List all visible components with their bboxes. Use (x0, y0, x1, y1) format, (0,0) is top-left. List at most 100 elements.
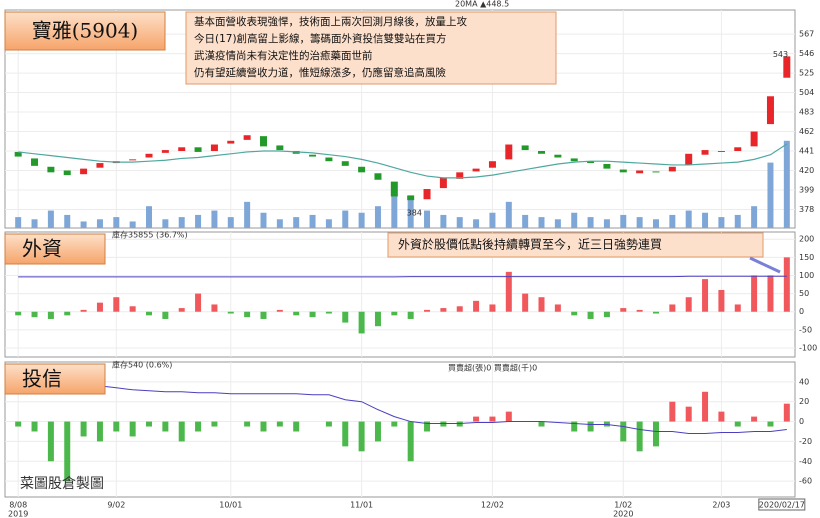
bar (325, 311, 332, 314)
watermark: 菜圖股倉製圖 (20, 476, 104, 492)
bar (31, 311, 38, 318)
candle (652, 171, 660, 173)
volume-bar (571, 212, 578, 228)
volume-bar (620, 214, 627, 228)
y-tick-label: -40 (799, 457, 812, 466)
volume-bar (96, 219, 103, 228)
volume-bar (195, 214, 202, 228)
volume-bar (113, 217, 120, 228)
bar (702, 391, 709, 422)
x-tick-label: 9/02 (107, 501, 125, 510)
volume-bar (603, 219, 610, 228)
candle (374, 173, 382, 180)
bar (358, 421, 365, 452)
bar (260, 311, 267, 319)
bar (227, 311, 234, 314)
bar (652, 311, 659, 314)
legend: 庫存35855 (36.7%) (112, 230, 188, 240)
y-tick-label: 420 (799, 166, 814, 175)
candle (276, 145, 284, 151)
bar (407, 311, 414, 319)
annotation-line: 仍有望延續營收力道，惟短線漲多，仍應留意追高風險 (194, 66, 446, 79)
bar (374, 311, 381, 327)
bar (767, 275, 774, 312)
bar (113, 421, 120, 432)
y-tick-label: 100 (799, 271, 814, 280)
candle (341, 161, 349, 166)
panel-frame (4, 9, 796, 229)
candle (161, 150, 169, 153)
y-tick-label: 0 (799, 417, 804, 426)
candle (685, 153, 693, 165)
bar (783, 257, 790, 312)
volume-bar (407, 195, 414, 228)
candle (407, 195, 415, 201)
bar (424, 421, 431, 432)
volume-bar (652, 219, 659, 228)
x-tick-label: 8/08 (9, 501, 27, 510)
bar (554, 304, 561, 312)
legend: 買賣超(張)0 買賣超(千)0 (448, 363, 537, 373)
y-tick-label: 378 (799, 205, 814, 214)
volume-bar (80, 221, 87, 228)
panel-frame (4, 361, 796, 498)
bar (718, 289, 725, 312)
volume-bar (342, 210, 349, 228)
x-tick-year: 2019 (8, 510, 28, 518)
bar (80, 309, 87, 312)
volume-bar (718, 217, 725, 228)
candle (554, 154, 562, 158)
bar (342, 421, 349, 447)
bar (195, 293, 202, 312)
bar (293, 311, 300, 316)
bar (783, 403, 790, 422)
bar (358, 311, 365, 334)
y-tick-label: 200 (799, 235, 814, 244)
volume-bar (358, 212, 365, 228)
volume-bar (391, 184, 398, 228)
y-tick-label: 462 (799, 127, 814, 136)
bar (571, 311, 578, 316)
annotation: 外資於股價低點後持續轉買至今，近三日強勢連買 (398, 237, 662, 252)
bar (440, 308, 447, 312)
bar (751, 416, 758, 422)
candle (325, 157, 333, 162)
legend: 庫存540 (0.6%) (112, 360, 172, 370)
bar (374, 421, 381, 442)
bar (685, 297, 692, 312)
volume-bar (522, 214, 529, 228)
bar (456, 306, 463, 312)
x-tick-label: 12/02 (481, 501, 504, 510)
volume-bar (440, 214, 447, 228)
bar (407, 421, 414, 462)
candle (309, 154, 317, 157)
candle (636, 170, 644, 174)
candle (783, 56, 791, 78)
bar (669, 401, 676, 422)
candle (129, 159, 137, 161)
candle (538, 151, 546, 154)
bar (146, 421, 153, 427)
volume-bar (424, 210, 431, 228)
annotation-line: 基本面營收表現強悍，技術面上兩次回測月線後，放量上攻 (194, 15, 467, 28)
volume-bar (669, 214, 676, 228)
panel-label-box (4, 233, 106, 265)
bar (129, 306, 136, 312)
bar (15, 421, 22, 427)
volume-bar (178, 217, 185, 228)
bar (47, 311, 54, 319)
x-tick-label: 1/02 (614, 501, 632, 510)
y-tick-label: -100 (799, 343, 817, 352)
volume-bar (751, 206, 758, 228)
candle (358, 166, 366, 173)
candle (259, 136, 267, 147)
volume-bar (702, 212, 709, 228)
bar (244, 421, 251, 427)
high-label: 543 (773, 50, 788, 59)
panel-title: 投信 (22, 367, 62, 391)
volume-bar (456, 217, 463, 228)
volume-bar (489, 212, 496, 228)
candle (587, 161, 595, 164)
bar (391, 311, 398, 316)
